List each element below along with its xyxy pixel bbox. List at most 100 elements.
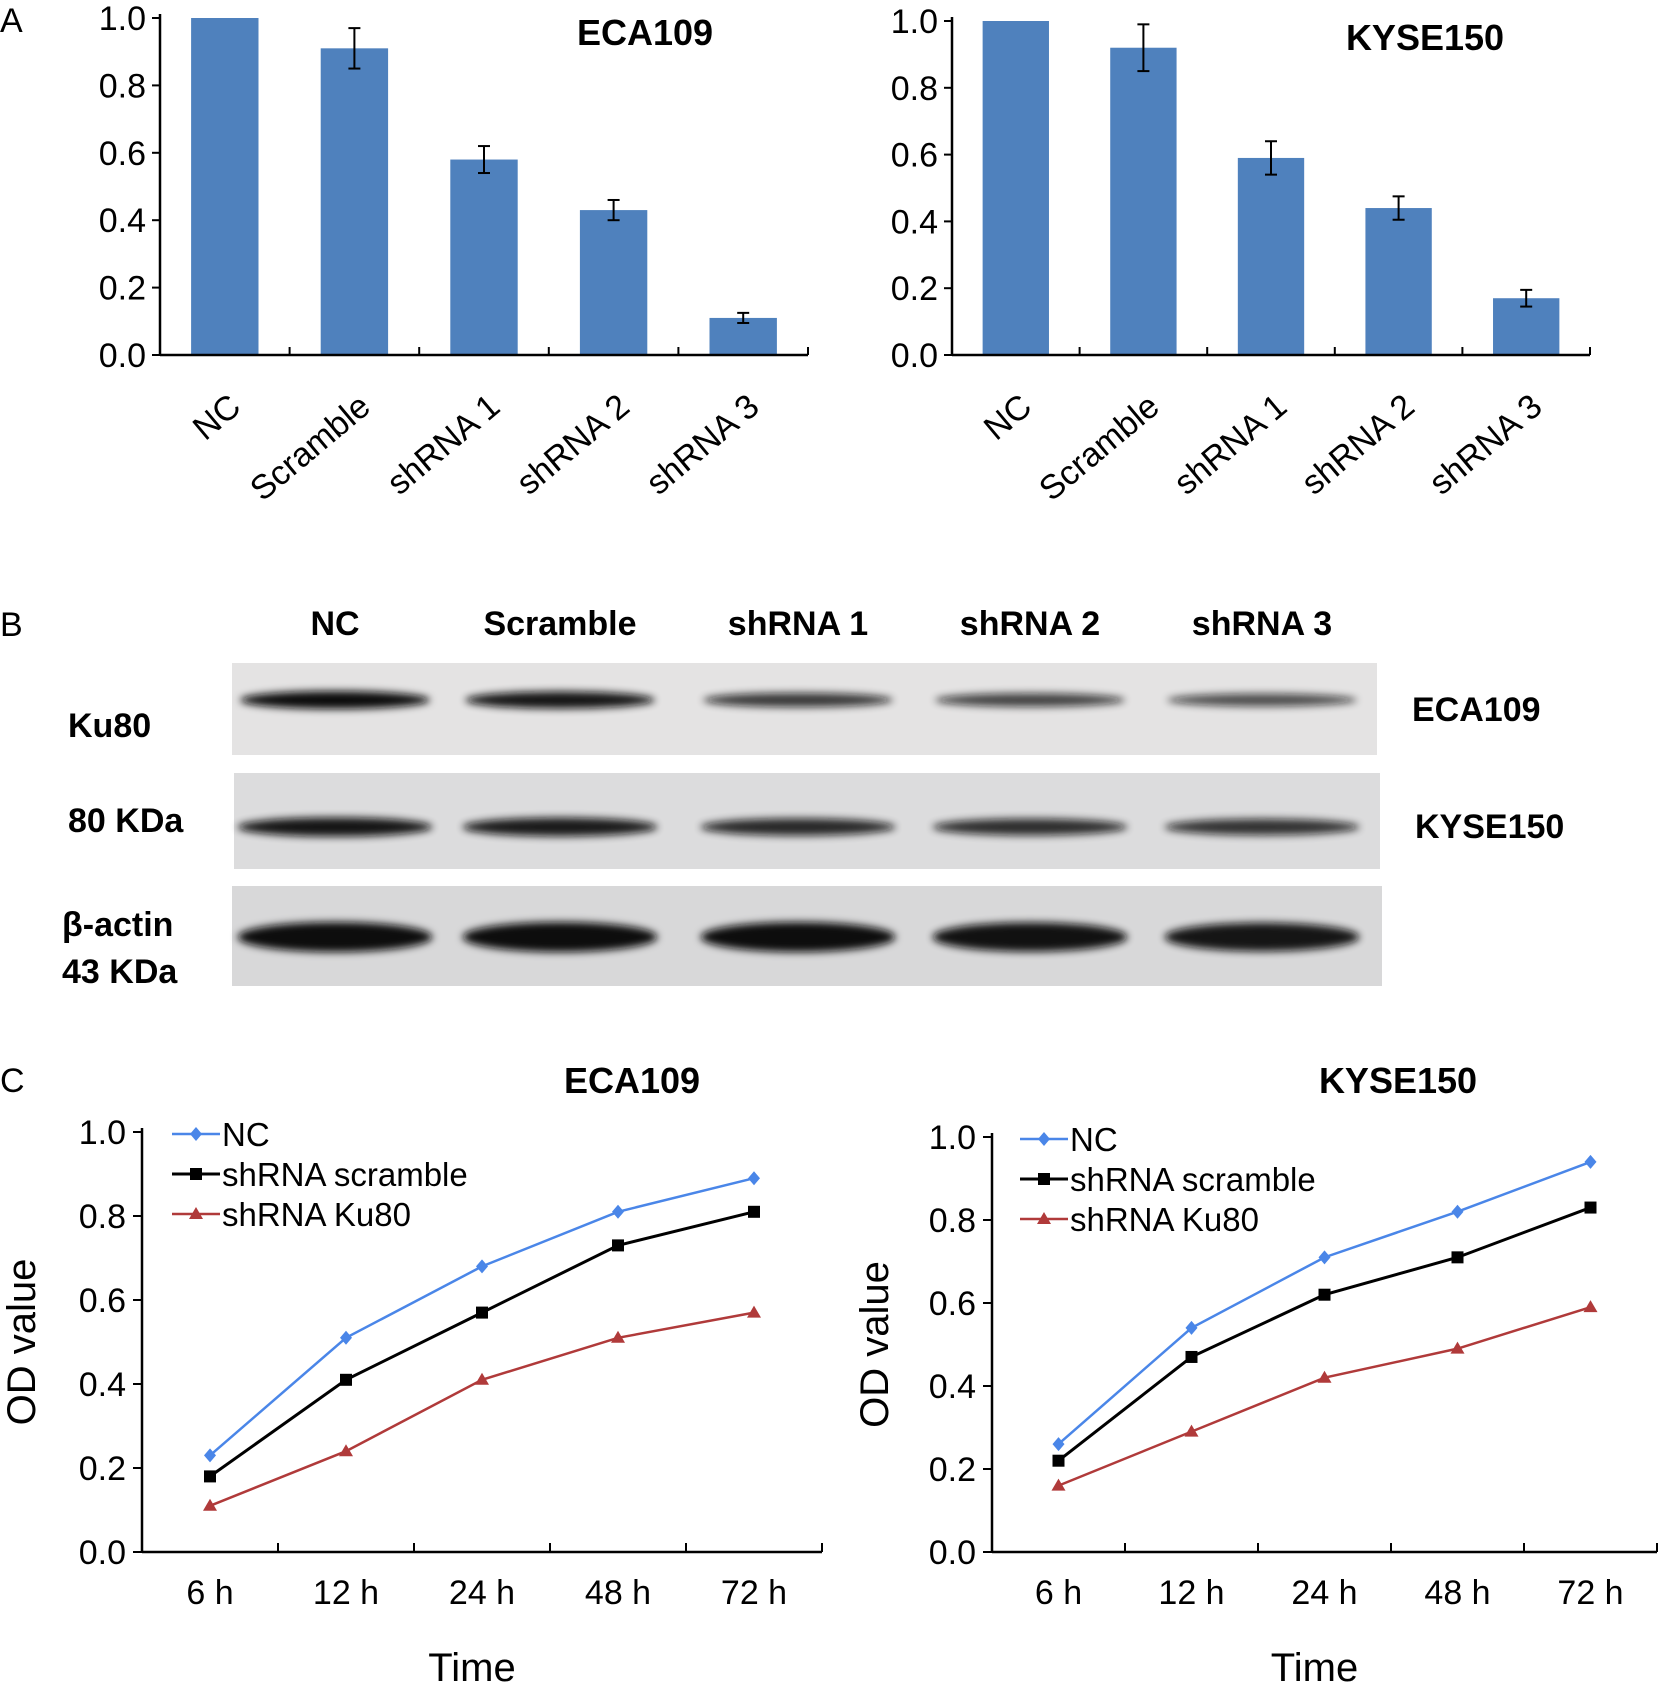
- data-point: [204, 1470, 216, 1483]
- data-point: [1450, 1341, 1465, 1354]
- x-tick-label: 12 h: [1158, 1574, 1224, 1612]
- x-tick-label: NC: [977, 387, 1039, 448]
- bar: [579, 210, 648, 355]
- data-point: [1185, 1320, 1198, 1335]
- panel-letter-b: B: [0, 606, 23, 644]
- chart-title: ECA109: [577, 12, 713, 53]
- data-point: [204, 1448, 216, 1463]
- lane-label: shRNA 3: [1192, 605, 1332, 643]
- data-point: [1184, 1424, 1199, 1437]
- bar: [191, 18, 259, 355]
- blot-band: [932, 922, 1128, 952]
- x-tick-label: shRNA 1: [1167, 387, 1294, 502]
- data-point: [1052, 1454, 1065, 1467]
- data-point: [612, 1239, 624, 1252]
- mw-label-43kda: 43 KDa: [62, 953, 178, 991]
- line-chart-kyse150: KYSE150 0.0 0.2 0.4 0.6 0.8 1.0 6 h 12 h 24 h 48 h…: [853, 1060, 1658, 1689]
- y-tick-label: 0.2: [99, 270, 146, 308]
- data-point: [1583, 1300, 1598, 1313]
- lane-label: shRNA 2: [960, 605, 1100, 643]
- y-tick-label: 0.4: [929, 1368, 976, 1406]
- lane-label: NC: [310, 605, 359, 643]
- y-tick-label: 0.2: [929, 1451, 976, 1489]
- x-tick-label: Scramble: [1032, 387, 1166, 508]
- data-point: [1037, 1212, 1051, 1224]
- y-tick-label: 0.6: [929, 1285, 976, 1323]
- data-point: [340, 1330, 352, 1345]
- blot-band: [935, 693, 1125, 707]
- mw-label-80kda: 80 KDa: [68, 802, 184, 840]
- data-point: [1584, 1201, 1597, 1214]
- lane-label: shRNA 1: [728, 605, 868, 643]
- data-point: [340, 1373, 352, 1386]
- bar: [1493, 298, 1560, 355]
- data-point: [1185, 1350, 1198, 1363]
- x-tick-label: shRNA 1: [380, 387, 507, 502]
- chart-title: KYSE150: [1319, 1060, 1477, 1101]
- bar: [450, 159, 518, 355]
- data-point: [747, 1305, 761, 1318]
- chart-title: KYSE150: [1346, 17, 1504, 58]
- x-axis-label: Time: [428, 1646, 515, 1689]
- chart-title: ECA109: [564, 1060, 700, 1101]
- data-point: [190, 1168, 202, 1180]
- protein-label-ku80: Ku80: [68, 707, 151, 745]
- y-tick-label: 0.4: [891, 203, 938, 241]
- x-tick-label: 12 h: [313, 1574, 379, 1612]
- blot-band: [700, 922, 896, 952]
- data-point: [748, 1205, 760, 1218]
- blot-band: [932, 818, 1128, 836]
- data-point: [1584, 1154, 1597, 1169]
- y-tick-label: 1.0: [79, 1114, 126, 1152]
- y-tick-label: 0.4: [99, 202, 146, 240]
- y-tick-label: 0.0: [99, 337, 146, 375]
- data-point: [1451, 1251, 1464, 1264]
- panel-letter-a: A: [0, 2, 23, 40]
- blot-band: [240, 691, 430, 709]
- cell-line-label-eca109: ECA109: [1412, 691, 1541, 729]
- data-point: [612, 1204, 624, 1219]
- legend-label: NC: [222, 1116, 270, 1153]
- x-tick-label: 48 h: [1424, 1574, 1490, 1612]
- x-tick-label: 72 h: [1557, 1574, 1623, 1612]
- y-tick-label: 0.6: [99, 135, 146, 173]
- bar: [1110, 47, 1177, 355]
- x-tick-label: 48 h: [585, 1574, 651, 1612]
- y-tick-label: 0.0: [929, 1534, 976, 1572]
- y-tick-label: 0.8: [79, 1198, 126, 1236]
- data-point: [1318, 1288, 1331, 1301]
- y-tick-label: 0.8: [891, 70, 938, 108]
- data-point: [1451, 1204, 1464, 1219]
- series-line: [209, 1311, 755, 1507]
- line-chart-eca109: ECA109 0.0 0.2 0.4 0.6 0.8 1.0 6 h 12 h 24 h 48 h 7…: [0, 1060, 823, 1689]
- blot-band: [237, 922, 433, 952]
- bar: [1365, 208, 1432, 355]
- blot-strip-eca109: [232, 663, 1377, 755]
- data-point: [1038, 1132, 1050, 1146]
- data-point: [1038, 1173, 1050, 1185]
- y-tick-label: 0.0: [891, 337, 938, 375]
- western-blot: NC Scramble shRNA 1 shRNA 2 shRNA 3 Ku80…: [62, 605, 1564, 991]
- series-line: [209, 1210, 755, 1478]
- blot-band: [1164, 922, 1360, 952]
- data-point: [1051, 1478, 1066, 1491]
- legend-label: shRNA Ku80: [1070, 1201, 1259, 1238]
- data-point: [189, 1207, 203, 1219]
- y-tick-label: 0.2: [891, 270, 938, 308]
- data-point: [611, 1330, 625, 1343]
- blot-band: [237, 817, 433, 837]
- blot-band: [465, 691, 655, 709]
- legend-label: NC: [1070, 1121, 1118, 1158]
- data-point: [1318, 1250, 1331, 1265]
- legend-label: shRNA Ku80: [222, 1196, 411, 1233]
- x-tick-label: shRNA 3: [1422, 387, 1549, 502]
- data-point: [190, 1127, 202, 1141]
- lane-label: Scramble: [483, 605, 636, 643]
- x-tick-label: 72 h: [721, 1574, 787, 1612]
- bar: [709, 317, 777, 355]
- data-point: [475, 1372, 489, 1385]
- blot-band: [462, 817, 658, 837]
- x-tick-label: Scramble: [243, 387, 377, 508]
